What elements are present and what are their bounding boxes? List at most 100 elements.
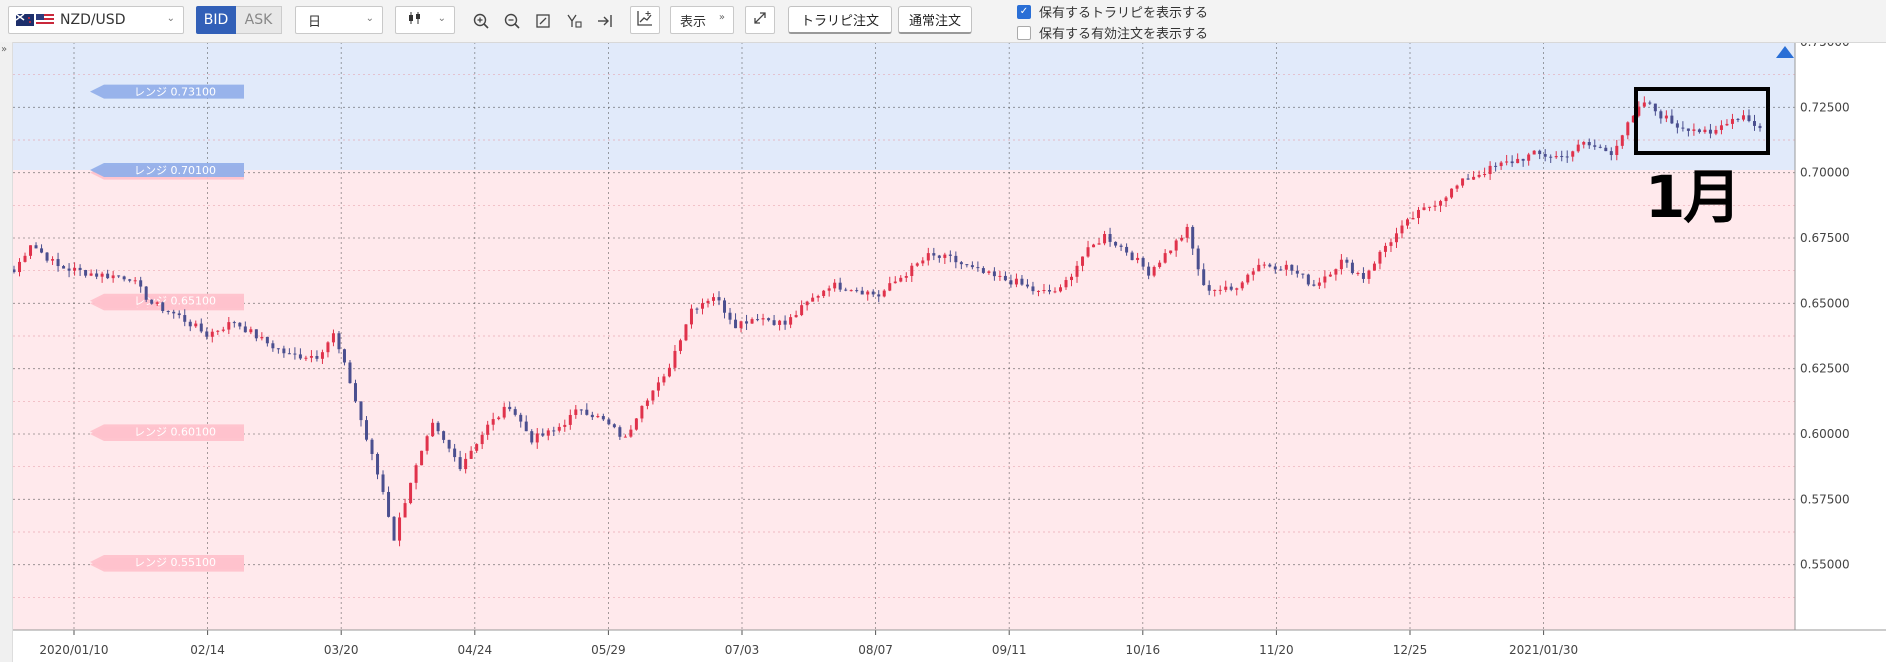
bearish-candle [392,516,396,541]
bullish-candle [227,322,231,330]
bullish-candle [1422,207,1426,210]
bearish-candle [728,312,732,320]
zoom-out-icon[interactable] [498,8,526,34]
bearish-candle [1686,128,1690,131]
bearish-candle [1543,154,1547,157]
bullish-candle [910,265,914,276]
bullish-candle [1323,276,1327,283]
bullish-candle [1719,125,1723,130]
bullish-candle [480,434,484,445]
range-label-text: レンジ 0.65100 [134,295,216,308]
bullish-candle [1185,226,1189,238]
range-label-tag [90,555,244,570]
timeframe-select[interactable]: 日 ⌄ [295,6,383,34]
bearish-candle [370,439,374,454]
collapsed-panel[interactable]: » [0,42,13,662]
bullish-candle [1378,251,1382,264]
bearish-candle [513,409,517,415]
bearish-candle [1290,264,1294,271]
bid-toggle[interactable]: BID [196,6,236,34]
checkbox-checked-icon[interactable]: ✓ [1017,4,1031,19]
bearish-candle [12,269,16,273]
chart-type-select[interactable]: ⌄ [395,6,455,34]
show-held-orders-option[interactable]: 保有する有効注文を表示する [1017,23,1208,42]
bearish-candle [34,245,38,249]
bullish-candle [1328,274,1332,277]
trailing-order-button[interactable]: トラリピ注文 [788,6,892,34]
x-tick-label: 12/25 [1393,643,1428,657]
zoom-in-icon[interactable] [467,8,495,34]
bearish-candle [772,320,776,325]
bearish-candle [1229,286,1233,290]
bullish-candle [1389,242,1393,246]
bearish-candle [590,414,594,418]
bullish-candle [1477,174,1481,177]
bullish-candle [761,318,765,320]
bullish-candle [673,350,677,368]
bearish-candle [254,329,258,339]
bullish-candle [1086,247,1090,257]
scroll-up-triangle-icon [1776,46,1794,58]
x-tick-label: 11/20 [1259,643,1294,657]
bearish-candle [122,276,126,280]
bearish-candle [1306,274,1310,285]
bearish-candle [348,362,352,384]
bullish-candle [1741,115,1745,120]
y-tick-label: 0.57500 [1800,492,1850,506]
bearish-candle [293,353,297,355]
bearish-candle [1521,158,1525,161]
expand-panel-icon: » [1,44,8,55]
bullish-candle [546,430,550,436]
bullish-candle [1136,257,1140,261]
checkbox-unchecked-icon[interactable] [1017,25,1031,40]
bullish-candle [1339,259,1343,270]
bullish-candle [221,329,225,331]
bullish-candle [1070,276,1074,281]
show-held-trailing-option[interactable]: ✓ 保有するトラリピを表示する [1017,2,1208,21]
bullish-candle [1251,271,1255,275]
bearish-candle [78,267,82,270]
bearish-candle [117,275,121,277]
bearish-candle [695,308,699,310]
bearish-candle [932,253,936,256]
bearish-candle [530,431,534,443]
bullish-candle [1499,162,1503,167]
bearish-candle [1114,241,1118,246]
scroll-to-latest-icon[interactable] [591,8,619,34]
bearish-candle [1752,121,1756,126]
bullish-candle [1714,129,1718,134]
bearish-candle [1538,150,1542,155]
bullish-candle [425,436,429,451]
bullish-candle [1483,174,1487,176]
bearish-candle [128,279,132,281]
bearish-candle [767,318,771,321]
bullish-candle [1053,291,1057,293]
bullish-candle [1417,209,1421,219]
show-held-orders-label: 保有する有効注文を表示する [1039,27,1209,42]
bearish-candle [855,290,859,292]
display-menu[interactable]: 表示 » [670,6,734,34]
bullish-candle [943,254,947,258]
bearish-candle [1648,102,1652,104]
bearish-candle [1361,272,1365,279]
fullscreen-button[interactable] [745,6,775,34]
currency-pair-select[interactable]: NZD/USD ⌄ [8,6,184,34]
bullish-candle [645,400,649,406]
bullish-candle [1152,266,1156,276]
normal-order-button[interactable]: 通常注文 [898,6,972,34]
bearish-candle [937,255,941,258]
bearish-candle [315,355,319,359]
bullish-candle [133,280,137,282]
bullish-candle [469,450,473,459]
bearish-candle [106,273,110,279]
bullish-candle [1163,253,1167,263]
bullish-candle [651,390,655,401]
auto-scale-y-icon[interactable] [560,8,588,34]
ask-toggle[interactable]: ASK [236,6,282,34]
bearish-candle [860,290,864,295]
chart-plus-icon [637,10,653,30]
add-indicator-button[interactable] [630,6,660,34]
bullish-candle [111,275,115,279]
fit-to-screen-icon[interactable] [529,8,557,34]
